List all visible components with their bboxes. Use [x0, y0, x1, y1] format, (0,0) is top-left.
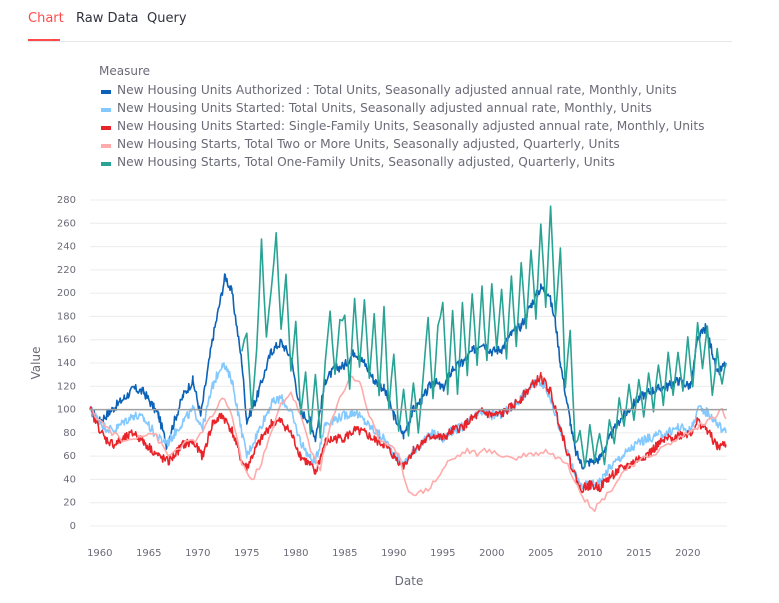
- x-tick-label: 1975: [234, 548, 259, 559]
- y-tick-label: 260: [57, 218, 76, 229]
- x-tick-label: 1970: [185, 548, 210, 559]
- active-tab-indicator: [28, 39, 60, 41]
- y-axis-title: Value: [29, 347, 43, 380]
- legend: New Housing Units Authorized : Total Uni…: [101, 83, 704, 169]
- tab-bar: Chart Raw Data Query: [28, 0, 732, 42]
- tab-raw-data[interactable]: Raw Data: [76, 11, 139, 26]
- x-tick-label: 1960: [87, 548, 112, 559]
- x-tick-label: 1990: [381, 548, 406, 559]
- x-tick-label: 2005: [528, 548, 553, 559]
- y-tick-label: 180: [57, 311, 76, 322]
- y-tick-label: 240: [57, 242, 76, 253]
- legend-label: New Housing Units Started: Total Units, …: [117, 101, 652, 115]
- legend-swatch: [101, 144, 111, 148]
- grid: [90, 199, 727, 527]
- y-axis: 0 20 40 60 80 100 120 140 160 180 200 220 240 260 280: [57, 195, 76, 532]
- series-line: [89, 371, 727, 494]
- tab-chart[interactable]: Chart: [28, 11, 64, 26]
- legend-swatch: [101, 90, 111, 94]
- x-tick-label: 2015: [626, 548, 651, 559]
- y-tick-label: 40: [63, 474, 76, 485]
- y-tick-label: 0: [70, 521, 76, 532]
- legend-swatch: [101, 126, 111, 130]
- y-tick-label: 160: [57, 335, 76, 346]
- series-layer: [89, 205, 727, 513]
- x-tick-label: 1965: [136, 548, 161, 559]
- x-tick-label: 2010: [577, 548, 602, 559]
- tab-query[interactable]: Query: [147, 11, 187, 26]
- y-tick-label: 200: [57, 288, 76, 299]
- series-line: [89, 273, 727, 470]
- x-tick-label: 1980: [283, 548, 308, 559]
- legend-label: New Housing Units Started: Single-Family…: [117, 119, 704, 133]
- legend-label: New Housing Units Authorized : Total Uni…: [117, 83, 677, 97]
- y-tick-label: 280: [57, 195, 76, 206]
- x-tick-label: 1985: [332, 548, 357, 559]
- y-tick-label: 60: [63, 451, 76, 462]
- series-line: [89, 362, 727, 490]
- y-tick-label: 220: [57, 265, 76, 276]
- y-tick-label: 80: [63, 428, 76, 439]
- legend-title: Measure: [99, 64, 150, 78]
- series-line: [241, 205, 727, 468]
- y-tick-label: 140: [57, 358, 76, 369]
- series-line: [89, 375, 727, 513]
- legend-swatch: [101, 108, 111, 112]
- x-axis: 1960 1965 1970 1975 1980 1985 1990 1995 2000 2005…: [87, 548, 700, 559]
- legend-swatch: [101, 162, 111, 166]
- y-tick-label: 120: [57, 381, 76, 392]
- x-axis-title: Date: [395, 574, 424, 588]
- x-tick-label: 1995: [430, 548, 455, 559]
- x-tick-label: 2000: [479, 548, 504, 559]
- legend-label: New Housing Starts, Total Two or More Un…: [117, 137, 620, 151]
- legend-label: New Housing Starts, Total One-Family Uni…: [117, 155, 615, 169]
- y-tick-label: 20: [63, 498, 76, 509]
- x-tick-label: 2020: [675, 548, 700, 559]
- y-tick-label: 100: [57, 405, 76, 416]
